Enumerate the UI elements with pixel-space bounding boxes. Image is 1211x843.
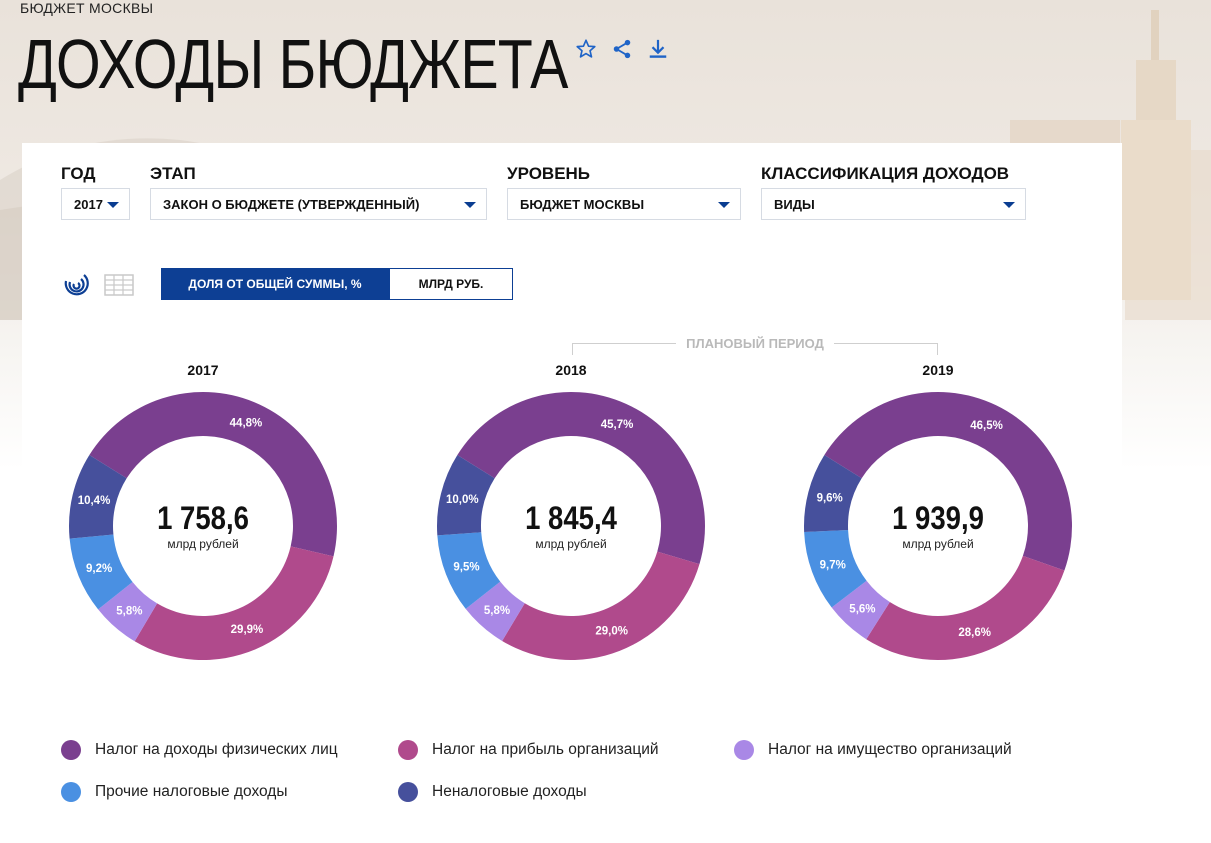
- chart-total-unit: млрд рублей: [535, 537, 607, 551]
- year-filter-label: ГОД: [61, 164, 96, 183]
- donut-slice[interactable]: [502, 551, 700, 660]
- donut-chart: 45,7% 29,0% 5,8% 9,5% 10,0%: [437, 392, 705, 660]
- slice-percent-label: 44,8%: [230, 418, 263, 430]
- classification-select-value: ВИДЫ: [774, 196, 815, 212]
- table-view-icon[interactable]: [104, 273, 134, 297]
- donut-slice[interactable]: [437, 532, 501, 609]
- billion-rub-button[interactable]: МЛРД РУБ.: [389, 268, 513, 300]
- donut-slice[interactable]: [69, 534, 133, 610]
- page-title: ДОХОДЫ БЮДЖЕТА: [18, 25, 568, 103]
- slice-percent-label: 5,6%: [849, 604, 875, 616]
- donut-slice[interactable]: [89, 391, 338, 557]
- classification-filter-label: КЛАССИФИКАЦИЯ ДОХОДОВ: [761, 164, 1010, 183]
- slice-percent-label: 9,6%: [817, 493, 843, 505]
- legend-label: Налог на доходы физических лиц: [95, 741, 338, 758]
- legend-item[interactable]: Прочие налоговые доходы: [61, 782, 288, 802]
- chart-year-label: 2019: [922, 362, 954, 378]
- slice-percent-label: 29,9%: [231, 624, 264, 636]
- stage-filter-label: ЭТАП: [150, 164, 196, 183]
- slice-percent-label: 45,7%: [601, 419, 634, 431]
- legend-label: Налог на прибыль организаций: [432, 741, 659, 758]
- chart-total-unit: млрд рублей: [167, 537, 239, 551]
- year-select-value: 2017: [74, 196, 103, 212]
- level-select-value: БЮДЖЕТ МОСКВЫ: [520, 196, 645, 212]
- level-select[interactable]: БЮДЖЕТ МОСКВЫ: [507, 188, 741, 220]
- slice-percent-label: 5,8%: [116, 605, 142, 617]
- level-filter-label: УРОВЕНЬ: [507, 164, 591, 183]
- donut-slice[interactable]: [465, 581, 525, 641]
- slice-percent-label: 5,8%: [484, 605, 510, 617]
- chart-total-value: 1 939,9: [892, 500, 984, 536]
- planned-period-bracket: ПЛАНОВЫЙ ПЕРИОД: [572, 336, 938, 356]
- breadcrumb[interactable]: БЮДЖЕТ МОСКВЫ: [20, 0, 154, 16]
- donut-slice[interactable]: [804, 530, 867, 608]
- star-icon[interactable]: [575, 38, 597, 60]
- chart-total-value: 1 758,6: [157, 500, 249, 536]
- slice-percent-label: 46,5%: [970, 420, 1003, 432]
- chart-year-label: 2017: [187, 362, 219, 378]
- stage-select[interactable]: ЗАКОН О БЮДЖЕТЕ (УТВЕРЖДЕННЫЙ): [150, 188, 487, 220]
- units-toggle: ДОЛЯ ОТ ОБЩЕЙ СУММЫ, % МЛРД РУБ.: [161, 268, 513, 300]
- legend-color-dot: [61, 782, 81, 802]
- legend-item[interactable]: Налог на прибыль организаций: [398, 740, 659, 760]
- donut-slice[interactable]: [831, 580, 890, 640]
- legend-color-dot: [61, 740, 81, 760]
- slice-percent-label: 29,0%: [595, 625, 628, 637]
- legend-label: Неналоговые доходы: [432, 783, 587, 800]
- donut-slice[interactable]: [98, 582, 158, 642]
- stage-select-value: ЗАКОН О БЮДЖЕТЕ (УТВЕРЖДЕННЫЙ): [163, 196, 420, 212]
- chart-total-value: 1 845,4: [525, 500, 617, 536]
- tower-graphic: [1121, 10, 1191, 300]
- slice-percent-label: 10,0%: [446, 494, 479, 506]
- view-switcher: [62, 271, 134, 299]
- share-percent-button[interactable]: ДОЛЯ ОТ ОБЩЕЙ СУММЫ, %: [161, 268, 389, 300]
- legend-label: Налог на имущество организаций: [768, 741, 1012, 758]
- donut-chart: 46,5% 28,6% 5,6% 9,7% 9,6%: [804, 392, 1072, 660]
- legend-color-dot: [398, 782, 418, 802]
- donut-slice[interactable]: [69, 454, 127, 539]
- title-toolbar: [575, 38, 669, 60]
- content-panel: [22, 143, 1122, 843]
- year-select[interactable]: 2017: [61, 188, 130, 220]
- planned-period-label: ПЛАНОВЫЙ ПЕРИОД: [686, 336, 824, 351]
- chevron-down-icon: [1003, 202, 1015, 208]
- chart-year-label: 2018: [555, 362, 587, 378]
- chevron-down-icon: [464, 202, 476, 208]
- download-icon[interactable]: [647, 38, 669, 60]
- slice-percent-label: 9,7%: [820, 559, 846, 571]
- legend-color-dot: [734, 740, 754, 760]
- chart-total-unit: млрд рублей: [902, 537, 974, 551]
- donut-chart: 44,8% 29,9% 5,8% 9,2% 10,4%: [69, 391, 338, 660]
- share-icon[interactable]: [611, 38, 633, 60]
- slice-percent-label: 10,4%: [78, 495, 111, 507]
- slice-percent-label: 9,5%: [453, 561, 479, 573]
- slice-percent-label: 28,6%: [958, 627, 991, 639]
- donut-slice[interactable]: [866, 555, 1065, 660]
- legend-item[interactable]: Налог на имущество организаций: [734, 740, 1012, 760]
- donut-slice[interactable]: [437, 454, 495, 536]
- slice-percent-label: 9,2%: [86, 563, 112, 575]
- legend-color-dot: [398, 740, 418, 760]
- chevron-down-icon: [718, 202, 730, 208]
- donut-slice[interactable]: [457, 392, 705, 565]
- donut-view-icon[interactable]: [62, 271, 92, 299]
- donut-slice[interactable]: [804, 454, 862, 532]
- legend-item[interactable]: Неналоговые доходы: [398, 782, 587, 802]
- legend-item[interactable]: Налог на доходы физических лиц: [61, 740, 338, 760]
- legend-label: Прочие налоговые доходы: [95, 783, 288, 800]
- classification-select[interactable]: ВИДЫ: [761, 188, 1026, 220]
- donut-slice[interactable]: [824, 392, 1072, 571]
- donut-slice[interactable]: [134, 546, 334, 660]
- chevron-down-icon: [107, 202, 119, 208]
